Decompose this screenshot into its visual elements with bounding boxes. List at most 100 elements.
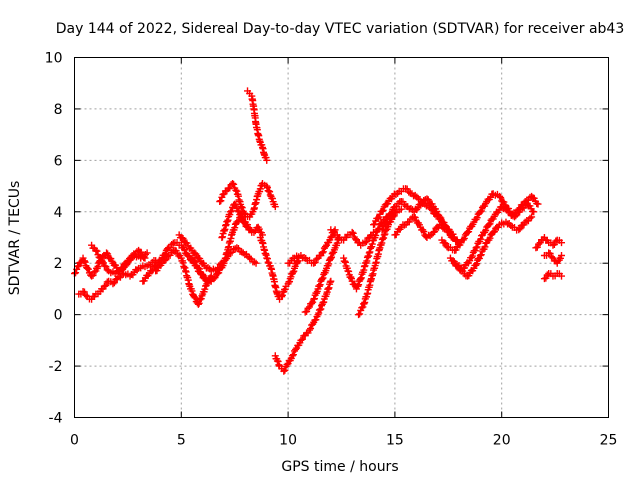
data-point [530,194,538,202]
data-point [233,244,241,252]
data-point [305,326,313,334]
data-point [153,267,161,275]
data-point [255,225,263,233]
data-point [477,207,485,215]
data-point [345,267,353,275]
data-point [229,180,237,187]
data-point [473,214,481,222]
data-point [351,235,359,243]
data-point [542,274,550,282]
data-point [392,190,400,198]
data-point [251,227,259,235]
data-point [263,255,271,263]
data-point [316,281,324,289]
data-point [283,361,291,369]
data-point [315,282,323,290]
data-point [304,304,312,312]
data-point [103,249,111,257]
data-point [319,248,327,256]
data-point [497,194,505,202]
data-point [371,220,379,228]
data-point [196,296,204,304]
series-arc-10 [244,87,271,164]
data-point [263,182,271,190]
y-tick-label: 4 [54,205,63,221]
data-point [232,186,240,194]
data-point [195,299,203,307]
data-point [102,262,110,270]
data-point [179,234,187,242]
series-arc-01 [71,246,149,280]
data-point [161,257,169,265]
data-point [465,272,473,280]
data-point [119,264,127,272]
data-point [190,293,198,301]
series-arc-06 [175,231,260,275]
data-point [233,218,241,226]
y-tick-label: 0 [54,308,63,324]
data-point [477,251,485,259]
y-tick-label: -2 [49,359,63,375]
data-point [328,250,336,258]
data-point [549,241,557,249]
data-point [543,271,551,279]
data-point [248,228,256,236]
series-arc-02 [75,257,160,303]
data-point [314,311,322,319]
data-point [319,274,327,282]
data-point [114,268,122,276]
data-point [546,249,554,257]
data-point [109,280,117,288]
data-point [310,295,318,303]
series-arc-11 [256,234,303,303]
x-tick-label: 15 [386,433,404,449]
data-point [558,239,566,247]
data-point [239,249,247,257]
data-point [298,335,306,343]
y-tick-label: 2 [54,256,63,272]
data-point [476,208,484,216]
data-point [133,266,141,274]
data-point [431,228,439,236]
data-point [281,366,289,374]
data-point [355,281,363,289]
data-point [312,316,320,324]
data-point [387,210,395,218]
data-point [178,234,186,242]
data-point [318,249,326,257]
data-point [313,255,321,263]
data-point [378,207,386,215]
data-point [358,304,366,312]
series-arc-24 [532,234,566,252]
data-point [192,250,200,258]
data-point [172,247,180,255]
data-point [188,287,196,295]
data-point [472,261,480,269]
series-arc-26 [540,249,566,267]
series-arc-23 [451,213,536,280]
data-point [201,285,209,293]
data-point [83,264,91,272]
data-marks [71,87,566,375]
data-point [250,258,258,266]
data-point [241,219,249,227]
data-point [100,282,108,290]
data-point [327,277,335,285]
data-point [237,203,245,211]
data-point [526,214,534,222]
data-point [231,224,239,232]
data-point [162,256,170,264]
data-point [411,191,419,199]
data-point [92,246,100,254]
data-point [278,291,286,299]
plot-frame [74,57,609,418]
data-point [211,273,219,281]
data-point [392,231,400,239]
data-point [490,228,498,236]
data-point [485,221,493,229]
data-point [361,239,369,247]
data-point [411,214,419,222]
data-point [292,345,300,353]
data-point [80,257,88,265]
data-point [237,212,245,220]
